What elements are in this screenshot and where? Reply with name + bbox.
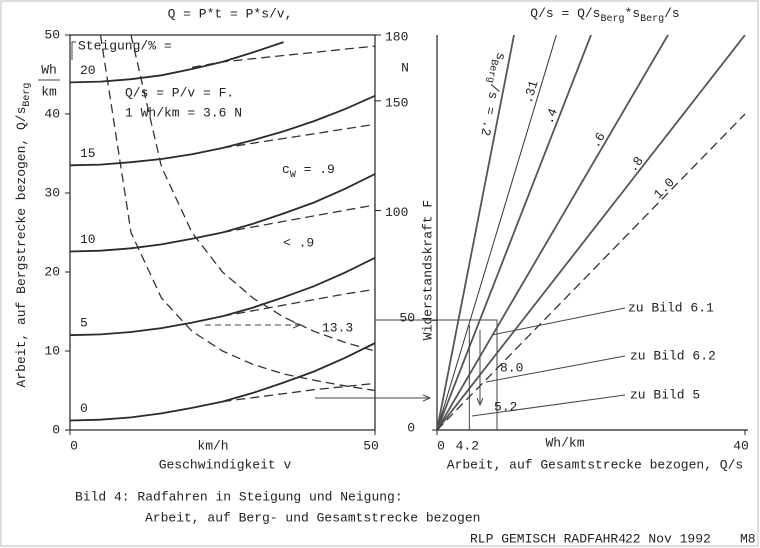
y-axis-label: Widerstandskraft F (420, 200, 435, 340)
y-tick-label: 50 (44, 27, 60, 42)
y-tick-label: 0 (52, 422, 60, 437)
legend-bracket (71, 41, 76, 60)
curve (99, 35, 375, 392)
curve (70, 173, 375, 253)
y-axis-label: Arbeit, auf Bergstrecke bezogen, Q/sBerg (14, 83, 32, 388)
curve (437, 35, 592, 430)
guide-box (375, 319, 498, 430)
y2-tick-label: 180 (385, 29, 408, 44)
curve-label: 10 (80, 232, 96, 247)
curve (130, 35, 375, 352)
annotation: zu Bild 6.1 (628, 300, 714, 315)
series-label: 1.0 (651, 175, 678, 202)
curve (437, 35, 746, 430)
annotation: 1 Wh/km = 3.6 N (125, 105, 242, 120)
charts: 0 10 20 30 40 50 100 150 180 0 50 0 5 10 15 20 Q = P*t =… (14, 6, 756, 546)
cw-label: cW = .9 (282, 162, 335, 180)
series-label: .6 (588, 130, 609, 151)
curve (437, 35, 670, 430)
chart-title-part: *s (625, 6, 641, 21)
x-tick-label: 40 (733, 438, 749, 453)
legend-title: Steigung/% = (78, 38, 172, 53)
y-unit: km (41, 84, 57, 99)
y-axis-label-part: Arbeit, auf Bergstrecke bezogen, Q/s (14, 107, 29, 388)
y-unit: Wh (41, 62, 57, 77)
x-tick-label: 0 (70, 438, 78, 453)
footer: RLP GEMISCH RADFAHR4 (470, 531, 626, 546)
footer: 22 Nov 1992 (625, 531, 711, 546)
curve (222, 288, 375, 317)
curve (70, 41, 284, 84)
curve (222, 204, 375, 234)
curve (437, 35, 557, 430)
cw-label-part: c (282, 162, 290, 177)
annotation: 13.3 (322, 320, 353, 335)
series-label: .4 (541, 106, 561, 126)
chart-title-part: Berg (600, 14, 624, 25)
curve-label: 5 (80, 316, 88, 331)
chart-title: Q/s = Q/sBerg*sBerg/s (530, 6, 679, 24)
chart-title-part: Berg (640, 14, 664, 25)
chart-title-part: Q/s = Q/s (530, 6, 600, 21)
curve-label: 20 (80, 63, 96, 78)
leader-line (491, 307, 626, 336)
series-label: .31 (520, 78, 541, 105)
curve (222, 123, 375, 149)
y-tick-label: 40 (44, 106, 60, 121)
y2-tick-label: 100 (385, 205, 408, 220)
chart-title-part: /s (664, 6, 680, 21)
curve-label: 15 (80, 146, 96, 161)
y-tick-label: 50 (399, 311, 415, 326)
annotation: 5.2 (494, 399, 517, 414)
footer: M8 (740, 531, 756, 546)
cw-label-part: W (290, 170, 296, 181)
x-axis-label: Arbeit, auf Gesamtstrecke bezogen, Q/s (447, 457, 743, 472)
y-axis-label-part: Berg (22, 83, 33, 107)
x-axis-label: Geschwindigkeit v (159, 457, 292, 472)
curve (70, 342, 375, 422)
y-tick-label: 0 (407, 420, 415, 435)
series-label-part: s (492, 51, 508, 62)
caption: Bild 4: Radfahren in Steigung und Neigun… (75, 489, 403, 504)
y-tick-label: 20 (44, 264, 60, 279)
curve-label: 0 (80, 401, 88, 416)
chart-title: Q = P*t = P*s/v, (168, 6, 293, 21)
y2-tick-label: 150 (385, 95, 408, 110)
y2-unit: N (401, 60, 409, 75)
series-label-part: Berg (484, 58, 499, 84)
y-tick-label: 30 (44, 185, 60, 200)
annotation: Q/s = P/v = F. (125, 85, 234, 100)
x-tick-label: 0 (437, 438, 445, 453)
x-unit: Wh/km (545, 435, 584, 450)
series-label: .8 (625, 154, 646, 176)
curve (222, 382, 375, 403)
x-tick-label: 50 (363, 438, 379, 453)
annotation: zu Bild 5 (630, 387, 700, 402)
leader-line (471, 394, 626, 417)
y-tick-label: 10 (44, 343, 60, 358)
caption: Arbeit, auf Berg- und Gesamtstrecke bezo… (145, 510, 480, 525)
annotation: 8.0 (500, 360, 523, 375)
annotation: zu Bild 6.2 (630, 348, 716, 363)
cw-label-part: = .9 (296, 162, 335, 177)
series-label-part: /s = (481, 82, 502, 116)
series-label-part: .2 (477, 119, 495, 137)
curve (437, 35, 515, 430)
series-label: sBerg/s = .2 (474, 51, 508, 138)
marker-label: 4.2 (456, 438, 479, 453)
left-plot-frame (69, 34, 376, 431)
curve (191, 45, 375, 69)
curve (437, 113, 746, 430)
x-unit: km/h (197, 438, 228, 453)
leader-line (485, 355, 626, 383)
annotation: < .9 (283, 235, 314, 250)
